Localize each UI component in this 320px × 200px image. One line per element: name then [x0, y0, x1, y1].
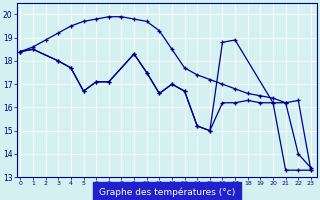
X-axis label: Graphe des températures (°c): Graphe des températures (°c) — [99, 188, 235, 197]
